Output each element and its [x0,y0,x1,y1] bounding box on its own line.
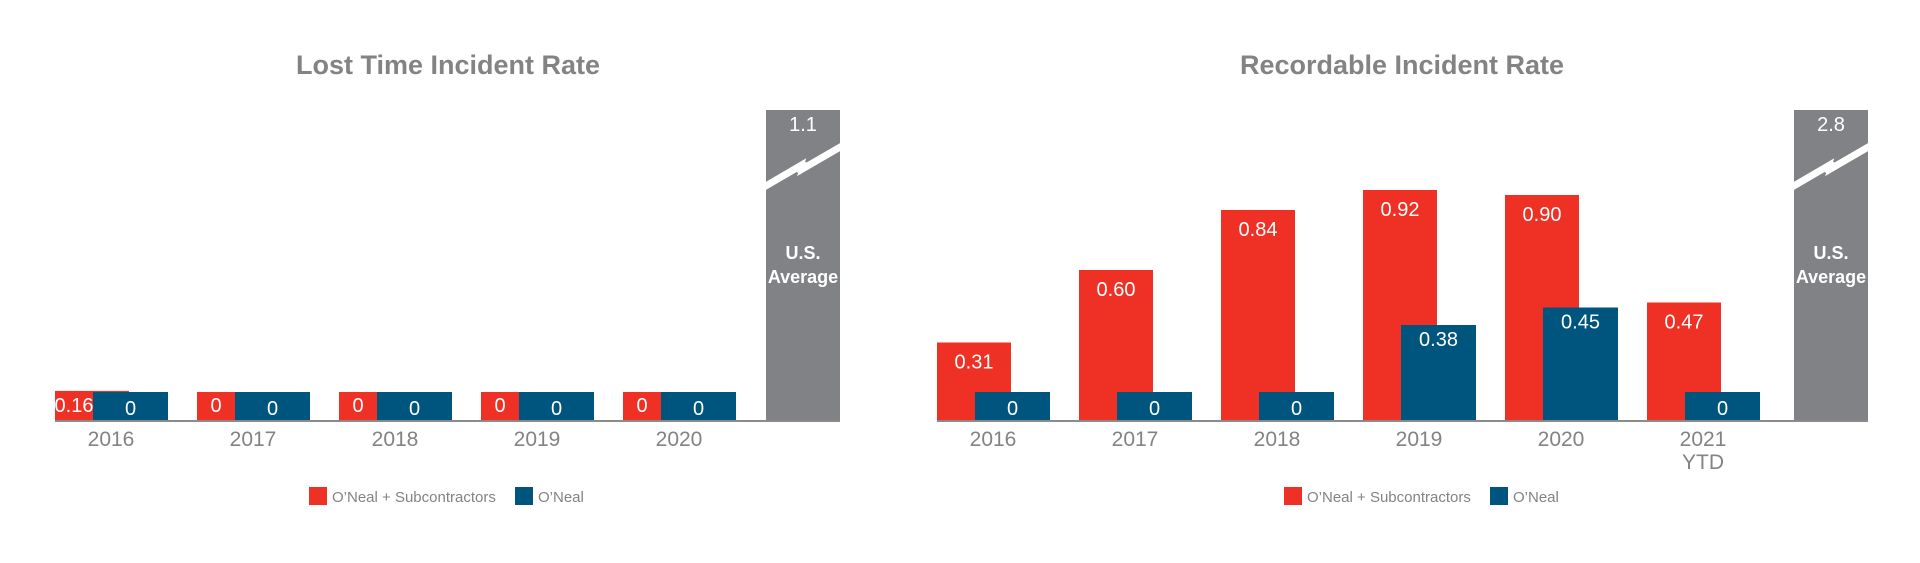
bar-oneal-2019 [1401,325,1476,420]
data-label-oneal-subcontractors: 0.90 [1523,204,1562,226]
x-tick-label: 2017 [230,428,277,451]
us-average-label-line2: Average [1796,267,1866,287]
x-tick-label: 2016 [970,428,1017,451]
bar-oneal-2016 [93,392,168,420]
chart-title: Recordable Incident Rate [1240,50,1564,80]
bar-oneal-2016 [975,392,1050,420]
legend-label-oneal: O’Neal [538,489,584,506]
data-label-oneal: 0 [267,398,278,420]
bar-oneal-2020 [1543,307,1618,420]
bar-oneal-2018 [1259,392,1334,420]
data-label-oneal: 0 [1717,398,1728,420]
x-tick-label: 2017 [1112,428,1159,451]
data-label-oneal-subcontractors: 0.47 [1665,312,1704,334]
legend-swatch-oneal [1490,487,1508,505]
data-label-oneal-subcontractors: 0.16 [55,395,94,417]
axis-break-mark [1790,142,1872,191]
lost-time-incident-rate-chart: Lost Time Incident Rate 0.16 0 2016 0 0 2017 0… [55,50,844,506]
x-tick-label: 2016 [88,428,135,451]
data-label-oneal-subcontractors: 0.84 [1239,219,1278,241]
legend-label-oneal-subcontractors: O’Neal + Subcontractors [1307,489,1471,506]
bar-oneal-subcontractors-2018 [1221,210,1295,420]
bar-oneal-2021 [1685,392,1760,420]
data-label-oneal-subcontractors: 0.31 [955,352,994,374]
data-label-oneal: 0 [551,398,562,420]
data-label-oneal-subcontractors: 0 [636,395,647,417]
x-tick-sublabel: YTD [1682,451,1724,474]
data-label-oneal: 0 [1149,398,1160,420]
us-average-value: 1.1 [789,114,817,136]
legend-label-oneal: O’Neal [1513,489,1559,506]
us-average-label-line1: U.S. [1813,243,1848,263]
us-average-value: 2.8 [1817,114,1845,136]
axis-break-mark [762,142,844,191]
legend-swatch-oneal-subcontractors [1284,487,1302,505]
bar-oneal-2020 [661,392,736,420]
us-average-label-line1: U.S. [785,243,820,263]
data-label-oneal: 0 [1291,398,1302,420]
x-tick-label: 2018 [1254,428,1301,451]
bar-oneal-2017 [235,392,310,420]
data-label-oneal: 0 [409,398,420,420]
data-label-oneal-subcontractors: 0.92 [1381,199,1420,221]
legend-label-oneal-subcontractors: O’Neal + Subcontractors [332,489,496,506]
x-tick-label: 2020 [1538,428,1585,451]
recordable-incident-rate-chart: Recordable Incident Rate 0.31 0 2016 0.60 0 2… [937,50,1872,506]
chart-title: Lost Time Incident Rate [296,50,600,80]
data-label-oneal: 0.38 [1419,329,1458,351]
x-tick-label: 2021 [1680,428,1727,451]
data-label-oneal-subcontractors: 0 [210,395,221,417]
data-label-oneal: 0.45 [1561,312,1600,334]
data-label-oneal-subcontractors: 0 [494,395,505,417]
data-label-oneal-subcontractors: 0 [352,395,363,417]
bar-oneal-2018 [377,392,452,420]
x-tick-label: 2018 [372,428,419,451]
bar-oneal-2017 [1117,392,1192,420]
data-label-oneal-subcontractors: 0.60 [1097,279,1136,301]
legend-swatch-oneal-subcontractors [309,487,327,505]
x-tick-label: 2019 [1396,428,1443,451]
data-label-oneal: 0 [1007,398,1018,420]
x-tick-label: 2020 [656,428,703,451]
data-label-oneal: 0 [693,398,704,420]
us-average-label-line2: Average [768,267,838,287]
bar-oneal-2019 [519,392,594,420]
legend-swatch-oneal [515,487,533,505]
x-tick-label: 2019 [514,428,561,451]
data-label-oneal: 0 [125,398,136,420]
